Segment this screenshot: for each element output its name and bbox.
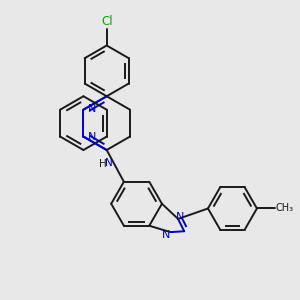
Text: N: N bbox=[88, 104, 97, 114]
Text: Cl: Cl bbox=[101, 15, 112, 28]
Text: CH₃: CH₃ bbox=[276, 203, 294, 214]
Text: N: N bbox=[105, 158, 113, 168]
Text: N: N bbox=[162, 230, 170, 240]
Text: N: N bbox=[88, 132, 97, 142]
Text: N: N bbox=[176, 212, 184, 221]
Text: H: H bbox=[99, 159, 106, 170]
